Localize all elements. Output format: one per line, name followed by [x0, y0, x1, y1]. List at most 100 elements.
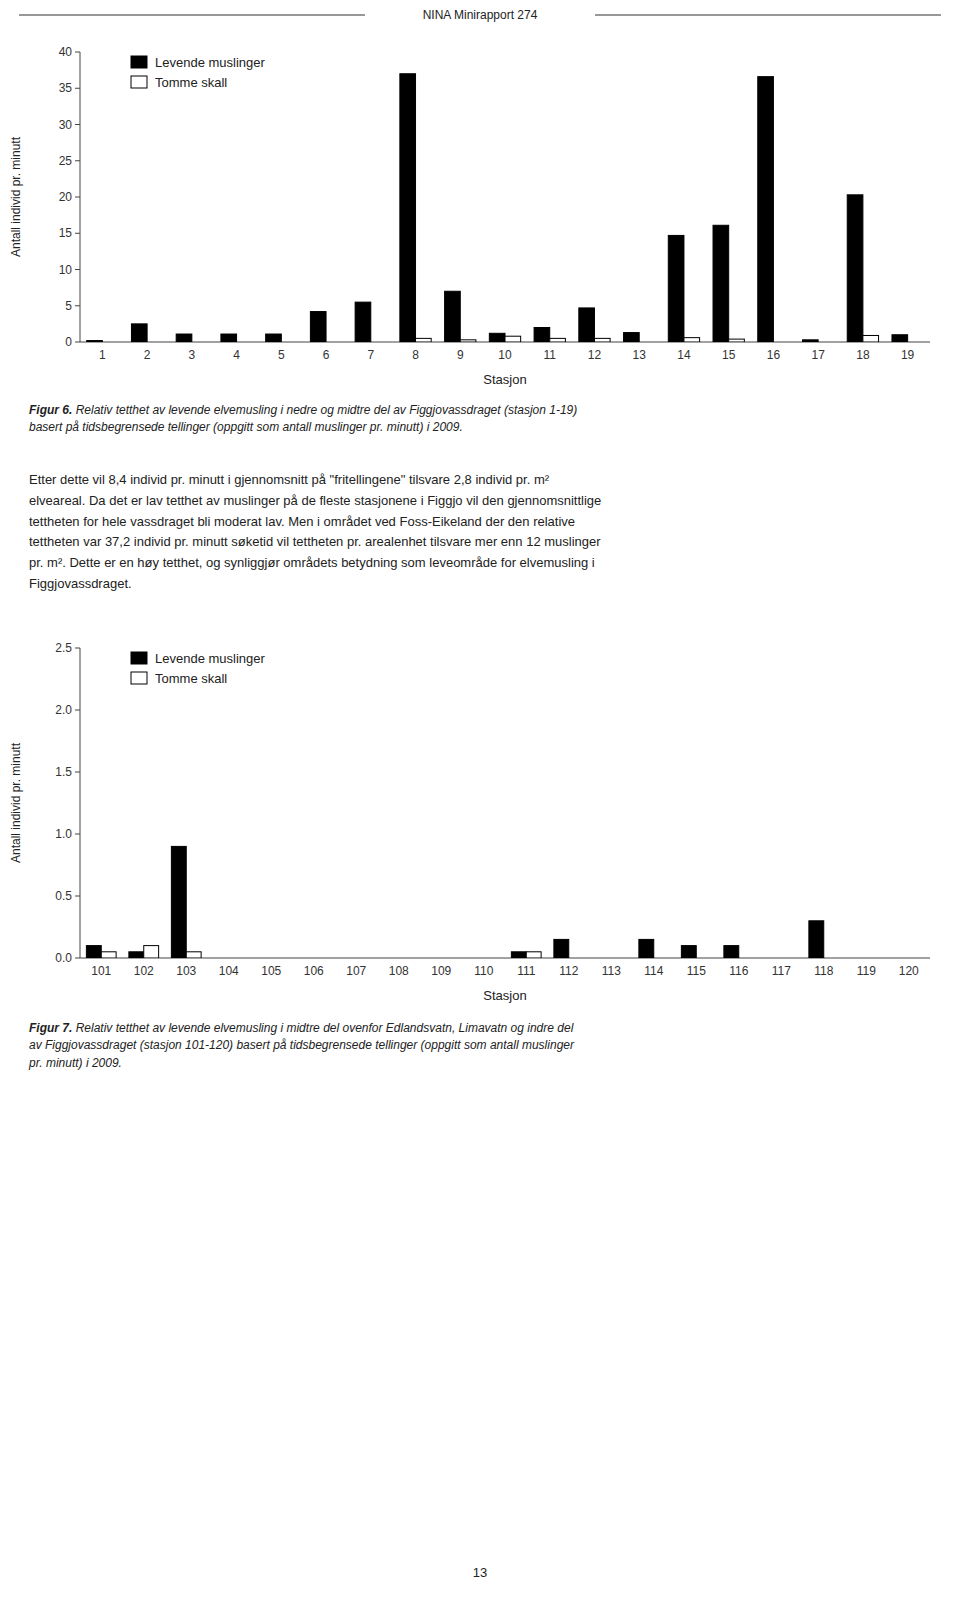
bar	[256, 958, 271, 959]
y-tick	[75, 305, 80, 306]
y-tick	[75, 710, 80, 711]
x-tick-label: 7	[367, 348, 374, 362]
x-tick-label: 3	[188, 348, 195, 362]
bar	[766, 958, 781, 959]
y-tick	[75, 160, 80, 161]
y-tick-label: 40	[59, 45, 73, 59]
legend-swatch	[131, 56, 147, 68]
bar	[192, 342, 208, 343]
bar	[908, 342, 924, 343]
x-tick-label: 111	[517, 964, 536, 978]
bar	[129, 952, 144, 958]
y-tick-label: 0.5	[55, 889, 72, 903]
bar	[654, 958, 669, 959]
bar	[739, 958, 754, 959]
bar	[713, 225, 729, 342]
y-tick-label: 0.0	[55, 951, 72, 965]
x-axis-label: Stasjon	[483, 988, 526, 1003]
figure-caption: Figur 7. Relativ tetthet av levende elve…	[29, 1020, 931, 1072]
bar	[87, 341, 103, 342]
x-tick-label: 104	[219, 964, 239, 978]
header-text: NINA Minirapport 274	[423, 8, 538, 22]
bar	[596, 958, 611, 959]
bar	[892, 335, 908, 342]
bar	[266, 334, 282, 342]
legend-label: Tomme skall	[155, 75, 227, 90]
bar	[863, 335, 879, 342]
x-tick-label: 13	[633, 348, 647, 362]
bar	[639, 939, 654, 958]
y-tick	[75, 896, 80, 897]
x-tick-label: 117	[772, 964, 791, 978]
bar	[724, 946, 739, 958]
header-rule	[595, 15, 941, 16]
bar	[550, 338, 566, 342]
bar	[399, 958, 414, 959]
y-tick-label: 0	[65, 335, 72, 349]
x-tick-label: 108	[389, 964, 409, 978]
x-tick-label: 103	[176, 964, 196, 978]
bar	[384, 958, 399, 959]
x-tick-label: 16	[767, 348, 781, 362]
caption-label: Figur 7.	[29, 1021, 72, 1035]
bar	[469, 958, 484, 959]
bar	[221, 334, 237, 342]
x-tick-label: 1	[99, 348, 106, 362]
x-tick-label: 116	[729, 964, 748, 978]
x-tick-label: 115	[687, 964, 706, 978]
x-tick-label: 10	[498, 348, 512, 362]
bar	[186, 952, 201, 958]
x-tick-label: 112	[559, 964, 578, 978]
y-tick-label: 20	[59, 190, 73, 204]
header-rule	[19, 15, 365, 16]
legend-swatch	[131, 672, 147, 684]
bar	[214, 958, 229, 959]
bar	[229, 958, 244, 959]
legend-swatch	[131, 76, 147, 88]
bar	[441, 958, 456, 959]
bar	[847, 195, 863, 342]
bar	[594, 338, 610, 342]
y-tick	[75, 772, 80, 773]
caption-text: Relativ tetthet av levende elvemusling i…	[29, 403, 577, 434]
bar-chart: 0510152025303540123456789101112131415161…	[0, 34, 960, 394]
bar	[460, 340, 476, 342]
y-tick	[75, 124, 80, 125]
bar	[426, 958, 441, 959]
bar	[445, 291, 461, 342]
x-tick-label: 106	[304, 964, 324, 978]
y-tick	[75, 233, 80, 234]
bar	[511, 952, 526, 958]
x-tick-label: 118	[814, 964, 833, 978]
legend-swatch	[131, 652, 147, 664]
y-tick-label: 25	[59, 154, 73, 168]
bar	[824, 958, 839, 959]
bar	[696, 958, 711, 959]
bar	[894, 958, 909, 959]
x-tick-label: 17	[811, 348, 825, 362]
y-tick	[75, 834, 80, 835]
y-tick-label: 1.5	[55, 765, 72, 779]
x-axis	[80, 958, 930, 959]
y-tick	[75, 648, 80, 649]
bar	[681, 946, 696, 958]
bar	[866, 958, 881, 959]
y-tick-label: 1.0	[55, 827, 72, 841]
bar	[237, 342, 253, 343]
bar	[102, 342, 118, 343]
x-tick-label: 4	[233, 348, 240, 362]
bar	[86, 946, 101, 958]
caption-label: Figur 6.	[29, 403, 72, 417]
bar	[484, 958, 499, 959]
bar	[281, 342, 297, 343]
bar	[803, 340, 819, 342]
x-tick-label: 8	[412, 348, 419, 362]
bar	[668, 235, 684, 342]
x-tick-label: 6	[323, 348, 330, 362]
bar-chart: 0.00.51.01.52.02.51011021031041051061071…	[0, 630, 960, 1010]
figure-caption: Figur 6. Relativ tetthet av levende elve…	[29, 402, 931, 437]
x-tick-label: 101	[91, 964, 111, 978]
bar	[729, 339, 745, 342]
x-tick-label: 119	[857, 964, 876, 978]
bar	[355, 302, 371, 342]
